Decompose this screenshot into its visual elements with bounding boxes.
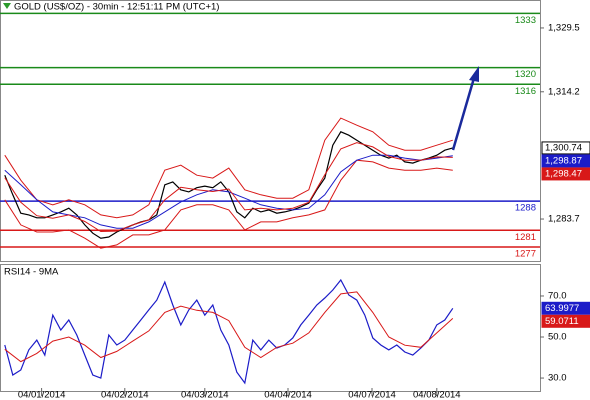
title-icon (3, 3, 11, 9)
last-value-box (541, 167, 590, 181)
last-value-label: 59.0711 (545, 316, 579, 327)
series-line (4, 291, 454, 363)
last-value-box (541, 314, 590, 328)
series-line (4, 154, 453, 229)
x-tick-label: 04/01/2014 (18, 390, 66, 400)
level-label: 1281 (515, 232, 536, 243)
forecast-arrow (451, 77, 476, 151)
y-tick-label: 1,283.7 (548, 214, 580, 225)
chart-title: GOLD (US$/OZ) - 30min - 12:51:11 PM (UTC… (14, 2, 219, 13)
level-label: 1320 (515, 69, 536, 80)
last-value-box (541, 301, 590, 315)
main-panel (0, 0, 541, 262)
last-value-label: 1,298.47 (545, 168, 582, 179)
x-tick-label: 04/07/2014 (348, 390, 396, 400)
series-line (4, 159, 453, 249)
level-label: 1316 (515, 86, 536, 97)
rsi-title: RSI14 - 9MA (4, 267, 59, 278)
rsi-panel (0, 264, 541, 392)
y-tick-label: 50.0 (548, 332, 567, 343)
series-line (4, 278, 454, 385)
last-value-label: 1,300.74 (545, 142, 582, 153)
last-value-box (541, 141, 590, 155)
series-line (4, 142, 453, 233)
y-tick-label: 1,329.5 (548, 22, 580, 33)
y-tick-label: 1,314.2 (548, 86, 580, 97)
plot-layer: 1,329.5 1,314.2 1,283.7 1333 1320 1316 1288 128… (0, 12, 590, 400)
level-label: 1333 (515, 15, 536, 26)
series-line (4, 117, 453, 219)
x-tick-label: 04/02/2014 (101, 390, 149, 400)
arrow-head (469, 66, 479, 82)
y-tick-label: 70.0 (548, 290, 567, 301)
x-tick-label: 04/08/2014 (413, 390, 461, 400)
last-value-label: 1,298.87 (545, 155, 582, 166)
last-value-box (541, 154, 590, 168)
x-tick-label: 04/04/2014 (264, 390, 312, 400)
y-tick-label: 30.0 (548, 373, 567, 384)
x-tick-label: 04/03/2014 (181, 390, 229, 400)
level-label: 1277 (515, 248, 536, 259)
level-label: 1288 (515, 203, 536, 214)
last-value-label: 63.9977 (545, 303, 579, 314)
